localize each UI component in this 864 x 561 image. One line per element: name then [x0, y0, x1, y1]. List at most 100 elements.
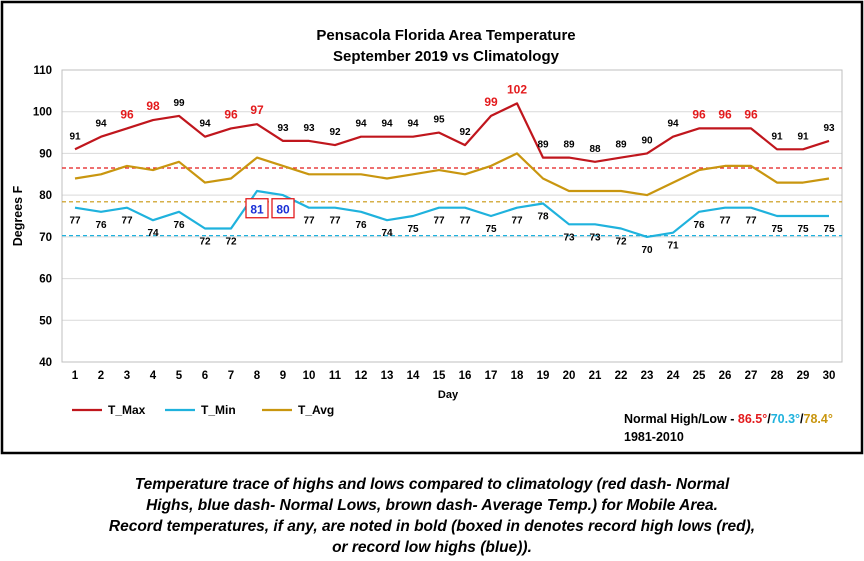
x-tick-label: 24 — [667, 370, 680, 382]
record-box — [245, 198, 269, 219]
tmin-data-label: 77 — [459, 216, 471, 227]
caption-line-2: Highs, blue dash- Normal Lows, brown das… — [146, 497, 718, 514]
x-tick-label: 1 — [72, 370, 79, 382]
record-high-label: 99 — [484, 95, 498, 109]
tmin-data-label: 77 — [511, 216, 523, 227]
tmax-data-label: 93 — [823, 123, 835, 134]
tmax-data-label: 92 — [329, 127, 341, 138]
record-high-label: 102 — [507, 82, 527, 96]
tmax-data-label: 89 — [537, 140, 549, 151]
tmax-data-label: 94 — [199, 119, 211, 130]
tmax-data-label: 94 — [667, 119, 679, 130]
y-tick-label: 100 — [33, 107, 52, 119]
x-axis-label: Day — [438, 389, 459, 401]
caption-line-1: Temperature trace of highs and lows comp… — [134, 476, 730, 493]
tmax-data-label: 89 — [615, 140, 627, 151]
x-tick-label: 27 — [745, 370, 758, 382]
y-tick-label: 110 — [33, 65, 52, 77]
x-tick-label: 23 — [641, 370, 654, 382]
tmin-data-label: 75 — [407, 224, 419, 235]
x-tick-label: 7 — [228, 370, 234, 382]
tmax-data-label: 90 — [641, 135, 653, 146]
tmin-data-label: 74 — [381, 228, 393, 239]
record-high-label: 96 — [718, 107, 732, 121]
tmax-data-label: 89 — [563, 140, 575, 151]
legend-label-t-max: T_Max — [108, 403, 146, 417]
x-tick-label: 16 — [459, 370, 472, 382]
series-line-t-min — [74, 189, 829, 238]
normals-sep-1: / — [767, 412, 771, 426]
tmin-data-label: 77 — [329, 216, 341, 227]
x-tick-label: 19 — [537, 370, 550, 382]
tmax-data-label: 91 — [797, 131, 809, 142]
tmin-data-label: 76 — [173, 220, 185, 231]
normals-prefix: Normal High/Low - — [624, 412, 738, 426]
y-axis-label: Degrees F — [11, 185, 25, 246]
normal-avg-value: 78.4° — [803, 412, 833, 426]
tmin-data-label: 77 — [69, 216, 81, 227]
tmax-data-label: 93 — [303, 123, 315, 134]
y-tick-label: 70 — [39, 232, 52, 244]
x-tick-label: 3 — [124, 370, 130, 382]
tmin-data-label: 73 — [563, 232, 575, 243]
tmin-data-label: 75 — [797, 224, 809, 235]
outer-border — [0, 0, 864, 455]
x-tick-label: 12 — [355, 370, 368, 382]
chart-frame: Pensacola Florida Area Temperature Septem… — [0, 0, 864, 455]
x-tick-label: 20 — [563, 370, 576, 382]
tmin-data-label: 77 — [719, 216, 731, 227]
normals-period: 1981-2010 — [624, 430, 684, 444]
tmax-data-label: 91 — [69, 131, 81, 142]
tmax-data-label: 92 — [459, 127, 471, 138]
tmin-data-label: 77 — [745, 216, 757, 227]
record-high-label: 97 — [250, 103, 264, 117]
y-tick-label: 80 — [39, 190, 52, 202]
x-tick-label: 17 — [485, 370, 498, 382]
x-tick-label: 15 — [433, 370, 446, 382]
figure-caption: Temperature trace of highs and lows comp… — [60, 474, 804, 558]
tmin-data-label: 72 — [615, 237, 627, 248]
x-tick-label: 10 — [303, 370, 316, 382]
x-tick-label: 30 — [823, 370, 836, 382]
x-tick-label: 22 — [615, 370, 628, 382]
y-tick-label: 40 — [39, 357, 52, 369]
x-tick-label: 11 — [329, 370, 342, 382]
tmin-data-label: 76 — [693, 220, 705, 231]
record-high-label: 96 — [692, 107, 706, 121]
tmin-data-label: 75 — [771, 224, 783, 235]
chart-title: Pensacola Florida Area Temperature — [316, 27, 575, 44]
normals-sep-2: / — [800, 412, 804, 426]
x-tick-label: 18 — [511, 370, 524, 382]
tmax-data-label: 95 — [433, 115, 445, 126]
tmin-data-label: 72 — [199, 237, 211, 248]
tmin-data-label: 73 — [589, 232, 601, 243]
tmin-data-label: 72 — [225, 237, 237, 248]
x-tick-label: 14 — [407, 370, 420, 382]
tmax-data-label: 94 — [381, 119, 393, 130]
chart-subtitle: September 2019 vs Climatology — [333, 48, 560, 65]
tmax-data-label: 88 — [589, 144, 601, 155]
normal-high-value: 86.5° — [737, 412, 768, 426]
tmax-data-label: 94 — [355, 119, 367, 130]
record-low-label: 80 — [276, 203, 290, 217]
record-box — [271, 198, 295, 219]
tmax-data-label: 99 — [173, 98, 185, 109]
tmax-data-label: 91 — [771, 131, 783, 142]
x-tick-label: 4 — [150, 370, 157, 382]
tmin-data-label: 78 — [537, 211, 549, 222]
x-tick-label: 26 — [719, 370, 732, 382]
tmin-data-label: 74 — [147, 228, 159, 239]
tmax-data-label: 94 — [407, 119, 419, 130]
x-tick-label: 5 — [176, 370, 183, 382]
record-high-label: 98 — [146, 99, 160, 113]
x-tick-label: 6 — [202, 370, 208, 382]
x-tick-label: 9 — [280, 370, 286, 382]
record-low-label: 81 — [250, 203, 264, 217]
temperature-chart: Pensacola Florida Area Temperature Septem… — [0, 0, 864, 455]
series-line-t-avg — [74, 152, 830, 197]
x-tick-label: 29 — [797, 370, 810, 382]
legend-label-t-min: T_Min — [201, 403, 236, 417]
tmin-data-label: 71 — [667, 241, 679, 252]
series-line-t-max — [74, 102, 830, 163]
tmin-data-label: 76 — [95, 220, 107, 231]
